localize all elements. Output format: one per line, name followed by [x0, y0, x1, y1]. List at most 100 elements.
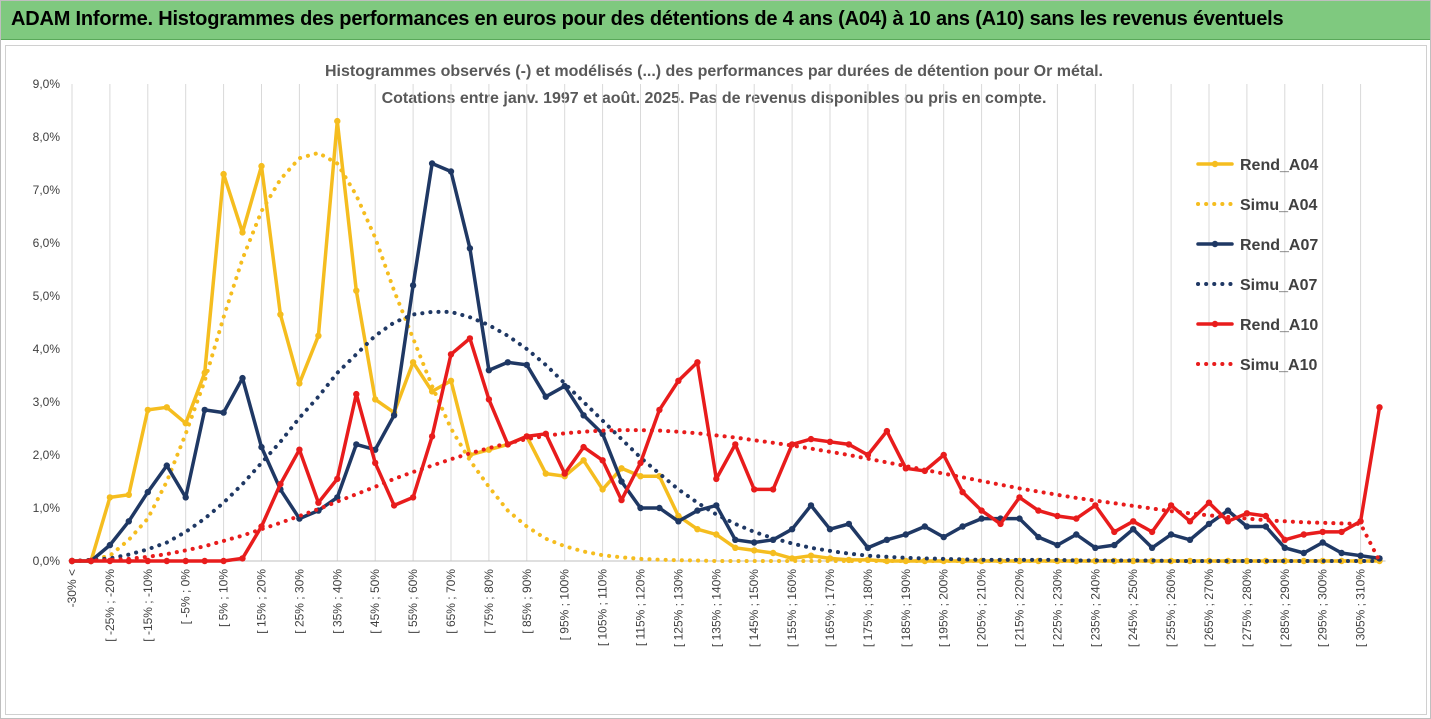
- series-line-rend-a04: [70, 119, 1382, 563]
- data-point: [751, 486, 758, 493]
- data-point: [409, 282, 417, 289]
- data-point: [485, 396, 493, 403]
- data-point: [125, 518, 132, 525]
- data-point: [353, 287, 360, 294]
- data-point: [296, 380, 303, 387]
- data-point: [618, 465, 625, 472]
- data-point: [1205, 520, 1213, 528]
- legend-label: Rend_A10: [1240, 317, 1318, 334]
- x-tick-label: [ 105% ; 110%: [596, 569, 610, 646]
- data-point: [713, 502, 720, 509]
- data-point: [144, 488, 151, 496]
- data-point: [732, 441, 739, 448]
- data-point: [542, 393, 549, 400]
- chart-subtitle: Cotations entre janv. 1997 et août. 2025…: [382, 90, 1047, 107]
- x-tick-label: [ 305% ; 310%: [1354, 569, 1368, 647]
- x-tick-label: [ 125% ; 130%: [671, 569, 685, 647]
- data-point: [826, 526, 834, 533]
- data-point: [144, 406, 151, 414]
- data-point: [1016, 515, 1023, 522]
- series-line-simu-a07: [70, 309, 1382, 563]
- data-point: [978, 515, 985, 522]
- x-tick-label: [ 145% ; 150%: [747, 569, 761, 647]
- y-tick-label: 9,0%: [33, 77, 61, 91]
- data-point: [713, 475, 720, 483]
- series-line-rend-a10: [70, 336, 1382, 563]
- y-tick-label: 0,0%: [33, 554, 61, 568]
- x-tick-label: [ 85% ; 90%: [520, 569, 534, 634]
- data-point: [561, 470, 568, 477]
- data-point: [637, 504, 644, 512]
- data-point: [201, 557, 208, 565]
- x-tick-label: [ 175% ; 180%: [861, 569, 875, 647]
- data-point: [769, 486, 777, 493]
- x-tick-label: [ 55% ; 60%: [406, 569, 420, 634]
- x-tick-label: [ 75% ; 80%: [482, 569, 496, 634]
- data-point: [258, 162, 265, 170]
- x-tick-label: [ 225% ; 230%: [1050, 569, 1064, 647]
- legend-marker: [1211, 160, 1219, 168]
- x-tick-label: [ 35% ; 40%: [330, 569, 344, 634]
- data-point: [694, 526, 701, 533]
- data-point: [675, 377, 682, 384]
- data-point: [1111, 541, 1118, 549]
- x-tick-label: [ 215% ; 220%: [1013, 569, 1027, 647]
- data-point: [921, 523, 928, 530]
- data-point: [296, 446, 303, 453]
- y-tick-label: 5,0%: [33, 289, 61, 303]
- x-tick-label: [ 265% ; 270%: [1202, 569, 1216, 647]
- data-point: [466, 245, 474, 252]
- data-point: [1319, 539, 1326, 546]
- legend-label: Rend_A07: [1240, 237, 1318, 254]
- data-point: [1376, 404, 1383, 411]
- data-point: [390, 412, 398, 419]
- data-point: [788, 526, 796, 533]
- data-point: [1186, 518, 1194, 525]
- data-point: [334, 117, 341, 125]
- data-point: [1092, 544, 1099, 551]
- x-tick-label: [ 255% ; 260%: [1164, 569, 1178, 647]
- data-point: [428, 160, 436, 167]
- data-point: [883, 427, 891, 435]
- data-point: [239, 374, 246, 382]
- data-point: [618, 478, 625, 485]
- data-point: [978, 507, 985, 514]
- data-point: [106, 494, 114, 501]
- legend-label: Simu_A10: [1240, 357, 1317, 374]
- y-tick-label: 7,0%: [33, 183, 61, 197]
- y-axis: 0,0% 1,0% 2,0% 3,0% 4,0% 5,0% 6,0% 7,0% 8,0% 9,0%: [33, 77, 61, 568]
- x-tick-label: [ 25% ; 30%: [292, 569, 306, 634]
- data-point: [997, 520, 1004, 528]
- x-tick-label: [ 235% ; 240%: [1088, 569, 1102, 647]
- x-tick-label: [ 275% ; 280%: [1240, 569, 1254, 647]
- legend-marker: [1211, 240, 1219, 248]
- x-tick-label: [ 245% ; 250%: [1126, 569, 1140, 647]
- data-point: [542, 470, 549, 477]
- data-point: [959, 488, 966, 496]
- data-point: [656, 504, 663, 512]
- x-tick-label: [ 155% ; 160%: [785, 569, 799, 647]
- series-line-simu-a10: [70, 428, 1382, 563]
- data-point: [618, 496, 625, 504]
- data-point: [182, 557, 189, 565]
- data-point: [807, 552, 815, 559]
- x-tick-label: [ 205% ; 210%: [975, 569, 989, 647]
- data-point: [163, 462, 170, 469]
- legend: Rend_A04 Simu_A04 Rend_A07 Simu_A07 Rend_A10…: [1196, 157, 1318, 374]
- data-point: [1073, 531, 1080, 538]
- y-tick-label: 3,0%: [33, 395, 61, 409]
- data-point: [1262, 523, 1270, 530]
- data-point: [106, 541, 114, 549]
- data-point: [428, 433, 436, 440]
- data-point: [428, 388, 436, 395]
- series-group: [68, 117, 1383, 565]
- data-point: [1319, 528, 1326, 536]
- data-point: [675, 518, 682, 525]
- data-point: [372, 396, 379, 403]
- data-point: [1281, 544, 1289, 551]
- data-point: [239, 229, 246, 236]
- data-point: [1035, 533, 1042, 541]
- x-tick-label: [ -25% ; -20%: [103, 569, 117, 642]
